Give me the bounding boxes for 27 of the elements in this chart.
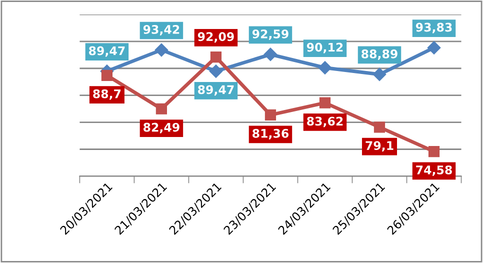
data-label: 92,09: [198, 32, 234, 43]
data-label: 90,12: [306, 42, 343, 54]
point: [319, 97, 331, 108]
data-label: 93,42: [143, 24, 180, 36]
data-label: 81,36: [252, 128, 289, 140]
data-label: 89,47: [89, 46, 125, 57]
point: [156, 103, 168, 114]
data-label: 88,89: [362, 49, 398, 60]
data-label: 89,47: [198, 85, 234, 96]
point: [209, 64, 223, 78]
data-label: 82,49: [144, 122, 180, 134]
point: [154, 43, 168, 57]
data-label: 74,58: [416, 165, 452, 176]
data-label: 93,83: [416, 22, 452, 34]
data-label: 83,62: [307, 116, 343, 128]
point: [427, 41, 441, 54]
point: [210, 52, 222, 63]
point: [374, 122, 386, 133]
point: [264, 109, 276, 121]
point: [101, 70, 113, 81]
point: [264, 48, 278, 62]
data-label: 92,59: [252, 29, 288, 40]
point: [372, 68, 386, 81]
data-label: 88,7: [93, 89, 121, 100]
point: [428, 146, 440, 158]
point: [318, 61, 332, 74]
data-label: 79,1: [366, 141, 394, 152]
